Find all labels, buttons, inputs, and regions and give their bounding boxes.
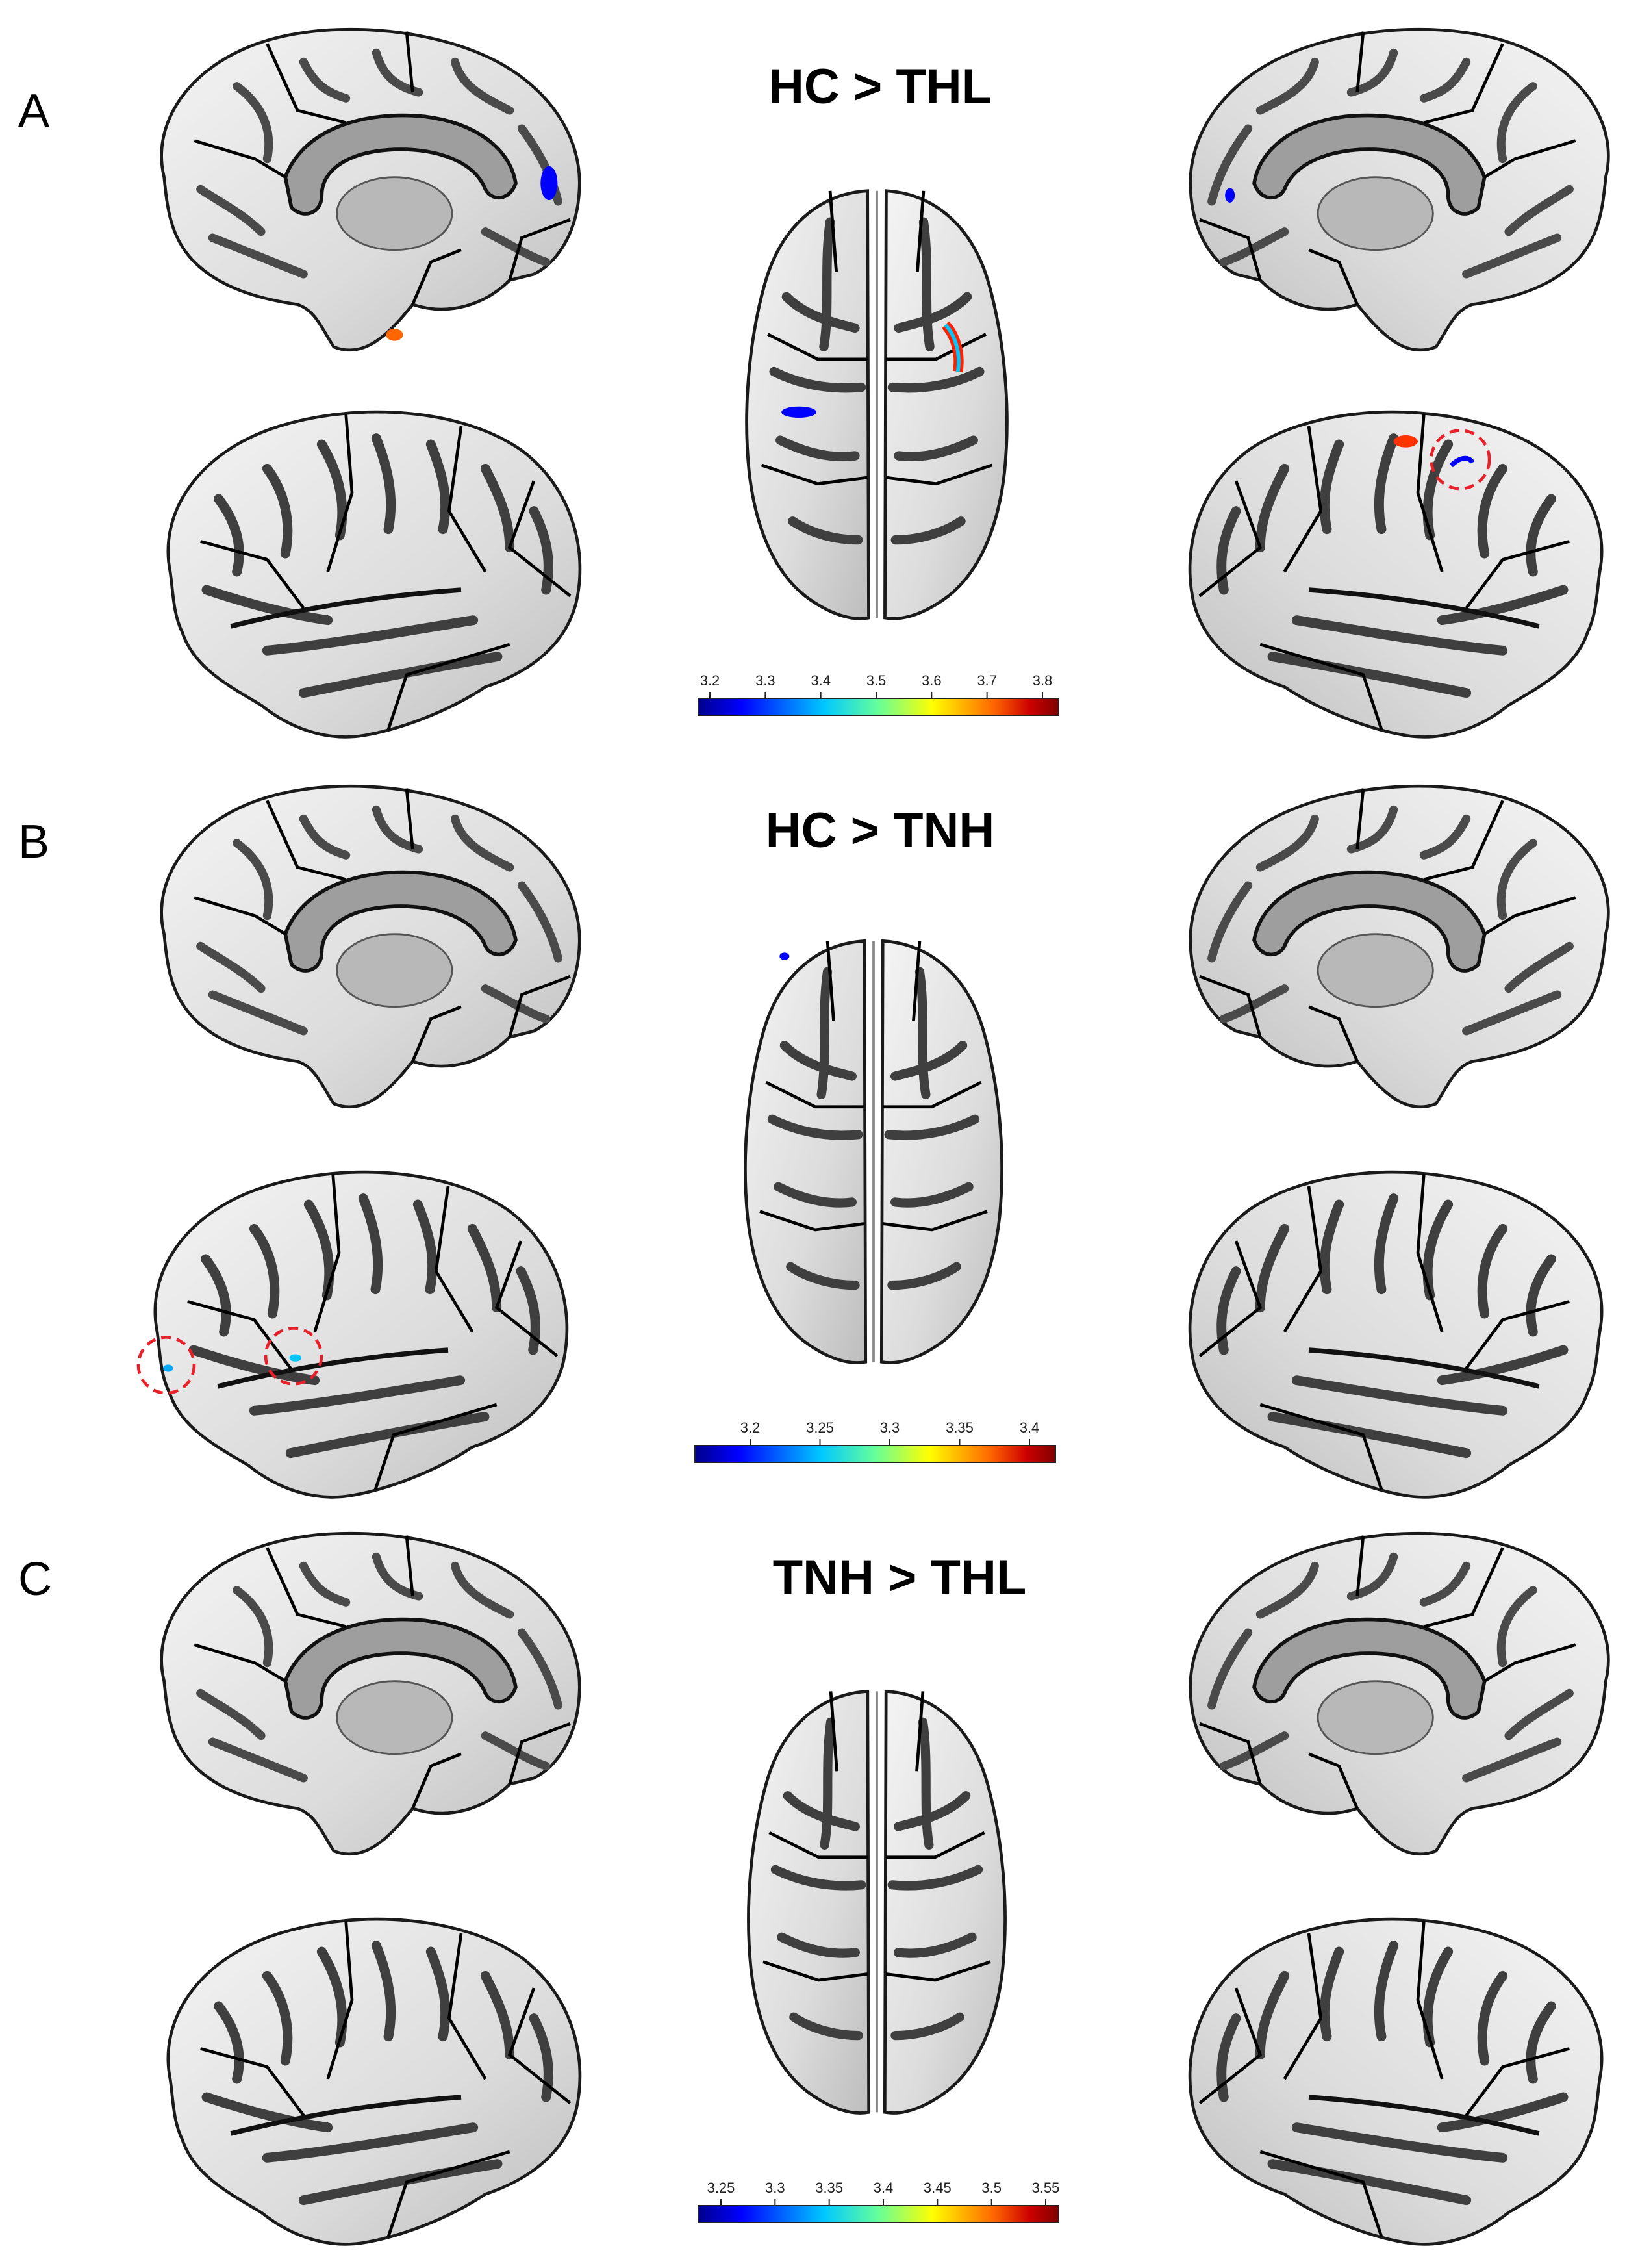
colorbar-tick-label: 3.8 [1033,672,1053,689]
panel-b-colorbar: 3.2 3.25 3.3 3.35 3.4 [694,1420,1056,1463]
activation-blob [163,1364,173,1372]
colorbar-gradient [698,698,1059,716]
highlight-circle [264,1327,323,1386]
colorbar-tick-label: 3.6 [922,672,942,689]
panel-a-title: HC > THL [768,59,992,114]
activation-blob [289,1354,302,1362]
panel-c-title: TNH > THL [772,1550,1027,1605]
panel-a-right-lateral-brain [1163,390,1637,754]
colorbar-tick-label: 3.55 [1032,2180,1060,2196]
activation-blob [1393,435,1418,448]
panel-a-left-lateral-brain [130,390,611,754]
panel-a-tick-labels: 3.2 3.3 3.4 3.5 3.6 3.7 3.8 [700,672,1053,698]
colorbar-tick-label: 3.3 [880,1420,900,1436]
panel-a-label: A [18,85,50,137]
colorbar-gradient [698,2205,1059,2223]
panel-b-title: HC > TNH [765,803,995,858]
colorbar-tick-label: 3.2 [700,672,720,689]
colorbar-tick-label: 3.45 [924,2180,952,2196]
colorbar-gradient [694,1445,1056,1463]
colorbar-tick-label: 3.4 [811,672,831,689]
colorbar-tick-label: 3.25 [707,2180,735,2196]
panel-c-tick-labels: 3.25 3.3 3.35 3.4 3.45 3.5 3.55 [707,2180,1060,2206]
colorbar-tick-label: 3.5 [981,2180,1002,2196]
colorbar-tick-label: 3.2 [740,1420,761,1436]
panel-c-label: C [18,1553,52,1605]
panel-b-right-lateral-brain [1163,1150,1637,1514]
colorbar-tick-label: 3.3 [765,2180,785,2196]
panel-c-right-medial-brain [1163,1523,1637,1887]
panel-b-left-medial-brain [130,776,611,1140]
colorbar-tick-label: 3.35 [815,2180,843,2196]
colorbar-tick-label: 3.7 [977,672,997,689]
panel-b-tick-labels: 3.2 3.25 3.3 3.35 3.4 [740,1420,1040,1446]
colorbar-tick-label: 3.25 [806,1420,834,1436]
panel-b-right-medial-brain [1163,776,1637,1140]
panel-b-label: B [18,816,50,868]
colorbar-tick-label: 3.35 [946,1420,974,1436]
colorbar-tick-label: 3.4 [1020,1420,1040,1436]
colorbar-tick-label: 3.4 [874,2180,894,2196]
panel-c-left-medial-brain [130,1523,611,1887]
activation-blob [779,952,790,960]
highlight-circle [1430,429,1491,491]
colorbar-tick-label: 3.5 [866,672,887,689]
activation-blob [540,166,558,201]
activation-blob [1225,188,1235,203]
panel-c-colorbar: 3.25 3.3 3.35 3.4 3.45 3.5 3.55 [698,2180,1060,2223]
panel-a-colorbar: 3.2 3.3 3.4 3.5 3.6 3.7 3.8 [698,672,1059,716]
activation-blob [386,329,403,341]
panel-c-left-lateral-brain [130,1897,611,2261]
panel-c-dorsal-brain [698,1673,1055,2128]
panel-b-dorsal-brain [695,923,1052,1377]
panel-b-left-lateral-brain [136,1150,598,1514]
panel-c-right-lateral-brain [1163,1897,1637,2261]
activation-blob [781,406,816,418]
highlight-circle [136,1336,196,1395]
colorbar-tick-label: 3.3 [755,672,775,689]
panel-a-dorsal-brain [698,172,1055,633]
panel-a-left-medial-brain [130,19,611,383]
panel-a-right-medial-brain [1163,19,1637,383]
